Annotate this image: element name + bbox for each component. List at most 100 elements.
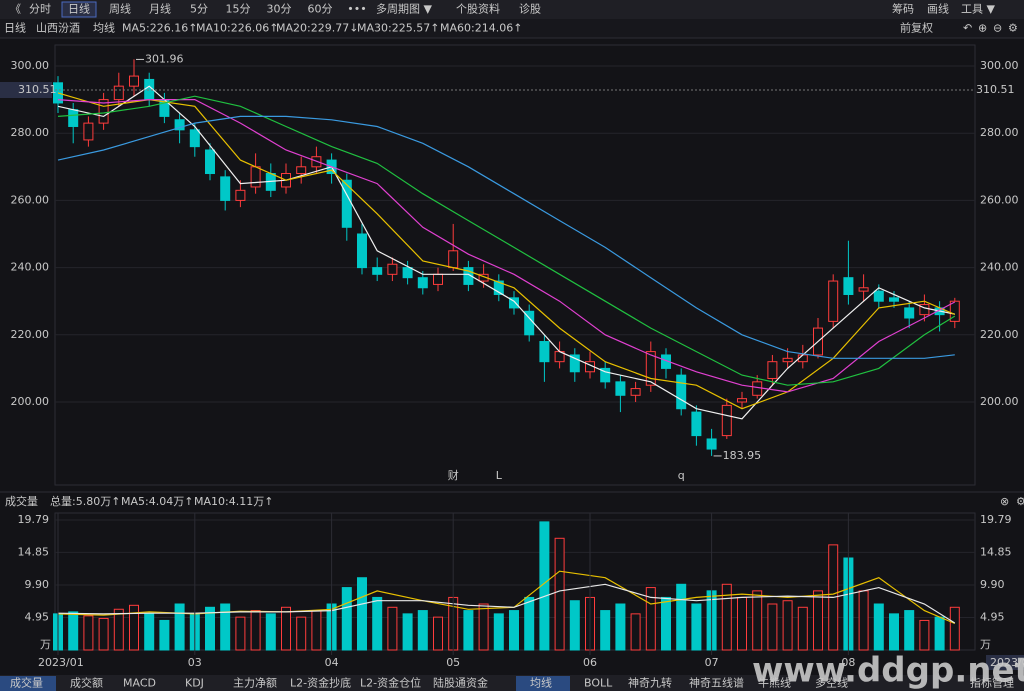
volume-legend: MA10:4.11万↑ — [194, 495, 273, 508]
y-tick-label-right: 280.00 — [980, 126, 1019, 139]
candle-body — [752, 381, 763, 396]
volume-bar — [797, 606, 808, 651]
candle-body — [539, 341, 550, 363]
overlay-tab[interactable]: 均线 — [530, 676, 552, 690]
period-tab[interactable]: 月线 — [149, 2, 171, 16]
volume-bar — [524, 596, 535, 651]
volume-bar — [676, 583, 687, 651]
indicator-tab[interactable]: 陆股通资金 — [433, 676, 488, 690]
indicator-tab[interactable]: KDJ — [185, 677, 204, 690]
volume-bar — [296, 616, 307, 651]
candle-body — [129, 75, 139, 87]
indicator-tab[interactable]: 主力净额 — [233, 676, 277, 690]
volume-bar — [113, 608, 124, 651]
period-tab[interactable]: 60分 — [308, 3, 333, 16]
volume-ma-line — [57, 583, 956, 624]
volume-bar — [858, 590, 869, 651]
period-tab[interactable]: 周线 — [109, 2, 131, 16]
indicator-tab[interactable]: L2-资金抄底 — [290, 676, 351, 690]
candle-body — [737, 398, 747, 403]
period-tab[interactable]: 多周期图 ▼ — [376, 2, 432, 16]
settings-icon[interactable]: ⚙ — [1016, 495, 1024, 508]
back-icon[interactable]: 《 — [10, 3, 21, 16]
y-tick-label: 220.00 — [11, 328, 50, 341]
candle-body — [493, 280, 504, 295]
corner-label-bg — [986, 655, 1024, 670]
x-tick-label: 03 — [188, 656, 202, 669]
period-tab[interactable]: 个股资料 — [456, 2, 500, 16]
volume-bar — [98, 617, 109, 651]
overlay-tab[interactable]: 指标管理 — [970, 676, 1014, 690]
tool-button[interactable]: 筹码 — [892, 2, 914, 16]
indicator-tab[interactable]: 成交量 — [10, 676, 43, 690]
period-tab[interactable]: 日线 — [68, 2, 90, 16]
period-tab[interactable]: ••• — [347, 3, 366, 16]
y-tick-label-right: 260.00 — [980, 193, 1019, 206]
volume-bar — [83, 615, 94, 651]
overlay-tab[interactable]: 神奇五线谱 — [689, 676, 744, 690]
zoom-out-icon[interactable]: ⊖ — [993, 22, 1002, 35]
candle-body — [721, 404, 732, 437]
high-label: 301.96 — [145, 52, 184, 65]
candle-body — [858, 287, 869, 292]
y-tick-label: 240.00 — [11, 261, 50, 274]
overlay-tab[interactable]: 牛熊线 — [758, 676, 791, 690]
candle-body — [889, 297, 899, 302]
volume-bar — [919, 619, 930, 651]
volume-bar — [433, 616, 443, 651]
volume-bar — [600, 610, 611, 651]
tool-button[interactable]: 画线 — [927, 2, 949, 16]
zoom-in-icon[interactable]: ⊕ — [978, 22, 987, 35]
x-tick-label: 04 — [325, 656, 339, 669]
volume-bar — [463, 610, 474, 651]
volume-bar — [265, 613, 276, 651]
undo-icon[interactable]: ↶ — [963, 22, 972, 35]
candle-body — [372, 267, 383, 275]
indicator-tab[interactable]: MACD — [123, 677, 156, 690]
active-tab-bg — [61, 1, 97, 18]
period-tab[interactable]: 30分 — [267, 3, 292, 16]
event-marker[interactable]: L — [496, 469, 503, 482]
low-label: 183.95 — [723, 449, 762, 462]
watermark: www.ddgp.net — [752, 651, 1024, 691]
volume-bar — [767, 603, 778, 651]
y-tick-label: 14.85 — [18, 545, 50, 558]
y-tick-label: 280.00 — [11, 126, 50, 139]
x-tick-label: 08 — [841, 656, 855, 669]
settings-icon[interactable]: ⚙ — [1008, 22, 1018, 35]
indicator-tab[interactable]: L2-资金仓位 — [360, 676, 421, 690]
period-tab[interactable]: 分时 — [29, 3, 51, 16]
legend-entry: MA30:225.57↑ — [357, 22, 439, 35]
volume-bar — [934, 616, 945, 651]
candle-body — [615, 381, 626, 396]
y-tick-label: 300.00 — [11, 59, 50, 72]
indicator-name: 均线 — [93, 21, 115, 35]
candle-body — [645, 351, 656, 386]
y-tick-label: 4.95 — [25, 610, 50, 623]
price-tag-bg — [0, 82, 52, 98]
ma-line — [57, 85, 955, 420]
overlay-tab[interactable]: 多空线 — [815, 676, 848, 690]
period-tab[interactable]: 5分 — [190, 3, 208, 16]
period-label: 日线 — [4, 21, 26, 35]
y-tick-label-right: 14.85 — [980, 545, 1012, 558]
close-icon[interactable]: ⊗ — [1000, 495, 1009, 508]
overlay-tab[interactable]: BOLL — [584, 677, 613, 690]
candle-body — [98, 99, 109, 124]
volume-bar — [813, 590, 823, 651]
indicator-tab[interactable]: 成交额 — [70, 676, 103, 690]
period-tab[interactable]: 诊股 — [519, 2, 541, 16]
price-tag-right: 310.51 — [976, 83, 1015, 96]
candle-body — [220, 176, 231, 201]
tool-button[interactable]: 工具 ▼ — [961, 3, 995, 16]
overlay-tab[interactable]: 神奇九转 — [628, 676, 672, 690]
adjust-button[interactable]: 前复权 — [900, 21, 933, 35]
event-marker[interactable]: q — [678, 469, 685, 482]
volume-legend: MA5:4.04万↑ — [121, 495, 193, 508]
legend-entry: MA5:226.16↑ — [122, 22, 197, 35]
volume-bar — [372, 596, 383, 651]
candle-body — [402, 267, 413, 279]
event-marker[interactable]: 财 — [448, 468, 459, 482]
period-tab[interactable]: 15分 — [226, 3, 251, 16]
